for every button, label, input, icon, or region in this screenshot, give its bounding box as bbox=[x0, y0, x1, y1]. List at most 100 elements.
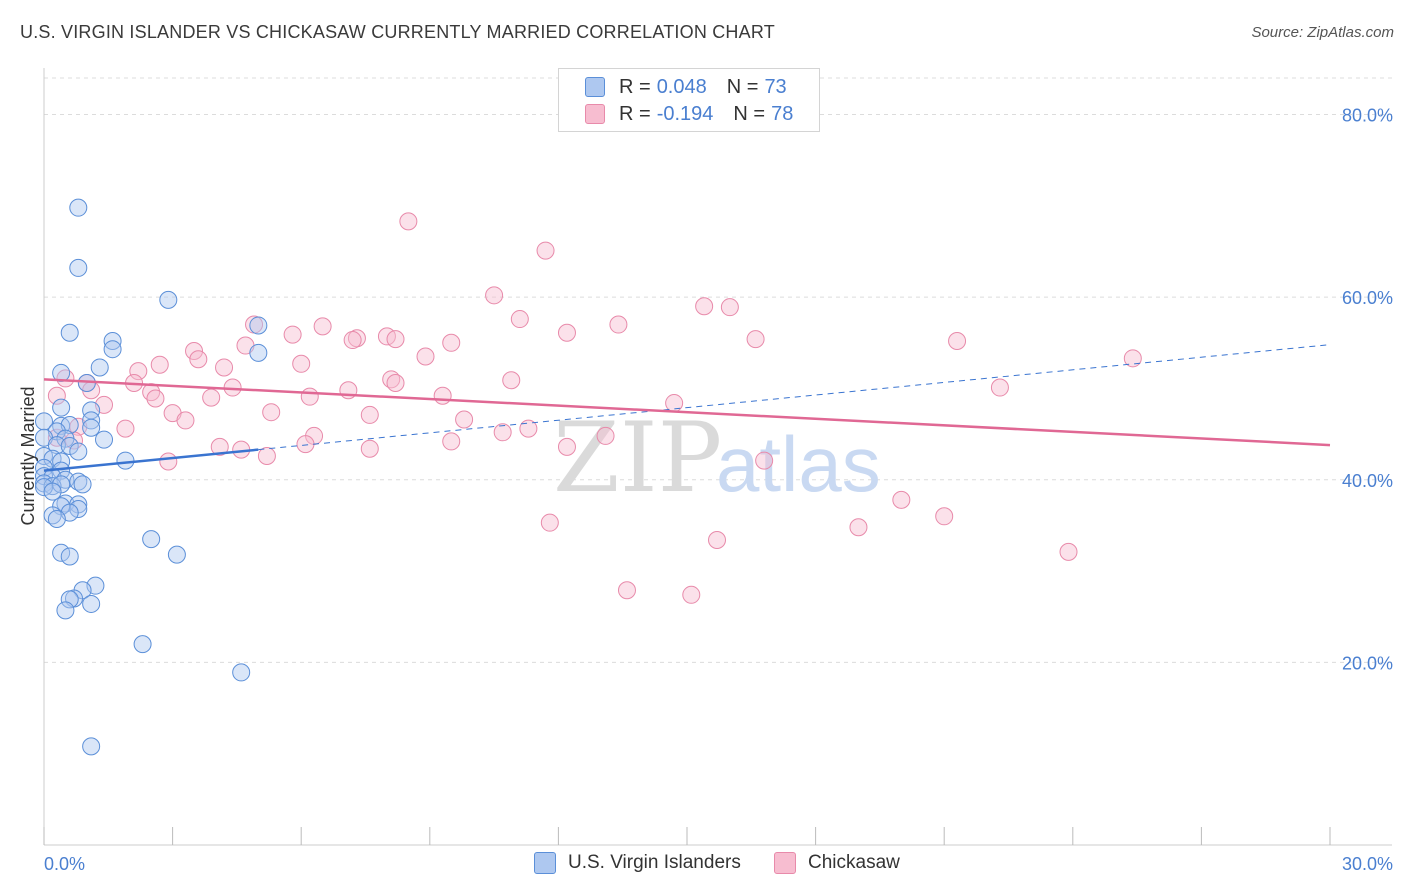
chickasaw-point bbox=[360, 439, 379, 458]
virgin-islanders-point bbox=[73, 475, 92, 494]
x-tick-label: 30.0% bbox=[1342, 854, 1393, 874]
chickasaw-point bbox=[442, 432, 461, 451]
chickasaw-point bbox=[360, 405, 379, 424]
chickasaw-point bbox=[682, 585, 701, 604]
chickasaw-point bbox=[146, 389, 165, 408]
chickasaw-point bbox=[892, 490, 911, 509]
legend-n-value: 78 bbox=[771, 102, 794, 125]
chickasaw-point bbox=[283, 325, 302, 344]
watermark-zip: ZIP bbox=[553, 402, 722, 514]
chickasaw-point bbox=[557, 437, 576, 456]
chickasaw-point bbox=[343, 331, 362, 350]
chickasaw-point bbox=[455, 410, 474, 429]
virgin-islanders-trend-extension bbox=[258, 344, 1331, 451]
chickasaw-point bbox=[313, 317, 332, 336]
legend-row-virgin-islanders: R = 0.048 N = 73 bbox=[585, 75, 787, 99]
virgin-islanders-point bbox=[232, 663, 251, 682]
legend-swatch-blue bbox=[585, 77, 605, 97]
legend-r-label: R = bbox=[619, 102, 651, 125]
virgin-islanders-point bbox=[82, 418, 101, 437]
chickasaw-point bbox=[990, 378, 1009, 397]
chickasaw-point bbox=[210, 437, 229, 456]
legend-swatch-pink bbox=[774, 852, 796, 874]
chickasaw-point bbox=[185, 342, 204, 361]
chickasaw-point bbox=[129, 362, 148, 381]
chickasaw-point bbox=[510, 310, 529, 329]
chickasaw-point bbox=[386, 373, 405, 392]
virgin-islanders-point bbox=[103, 340, 122, 359]
legend-r-value: 0.048 bbox=[656, 75, 707, 98]
x-tick-label: 0.0% bbox=[44, 854, 85, 874]
legend-label: U.S. Virgin Islanders bbox=[568, 852, 741, 873]
chickasaw-point bbox=[1059, 542, 1078, 561]
virgin-islanders-point bbox=[35, 412, 53, 431]
virgin-islanders-point bbox=[52, 543, 71, 562]
chickasaw-point bbox=[540, 513, 559, 532]
virgin-islanders-point bbox=[69, 198, 88, 217]
virgin-islanders-point bbox=[60, 590, 79, 609]
virgin-islanders-point bbox=[90, 358, 109, 377]
tick-labels: 20.0% 40.0% 60.0% 80.0% 0.0% 30.0% bbox=[44, 106, 1393, 874]
y-axis-label: Currently Married bbox=[18, 386, 38, 525]
watermark: ZIP atlas bbox=[553, 402, 881, 514]
chickasaw-point bbox=[536, 241, 555, 260]
chickasaw-point bbox=[399, 212, 418, 231]
chickasaw-point bbox=[176, 411, 195, 430]
chickasaw-point bbox=[720, 298, 739, 317]
virgin-islanders-point bbox=[249, 343, 268, 362]
y-tick-label: 80.0% bbox=[1342, 106, 1393, 126]
y-tick-label: 20.0% bbox=[1342, 653, 1393, 673]
chickasaw-point bbox=[609, 315, 628, 334]
chickasaw-point bbox=[116, 419, 135, 438]
trend-lines bbox=[43, 344, 1331, 472]
virgin-islanders-point bbox=[142, 530, 161, 549]
chickasaw-point bbox=[292, 354, 311, 373]
virgin-islanders-point bbox=[167, 545, 186, 564]
virgin-islanders-trend-line bbox=[43, 448, 259, 472]
legend-label: Chickasaw bbox=[808, 852, 900, 873]
chickasaw-point bbox=[695, 297, 714, 316]
virgin-islanders-point bbox=[69, 442, 88, 461]
virgin-islanders-point bbox=[35, 478, 53, 497]
legend-n-label: N = bbox=[726, 75, 759, 98]
virgin-islanders-point bbox=[56, 601, 75, 620]
virgin-islanders-point bbox=[69, 499, 88, 518]
stats-legend: R = 0.048 N = 73 R = -0.194 N = 78 bbox=[558, 68, 820, 132]
virgin-islanders-point bbox=[60, 436, 79, 455]
chickasaw-point bbox=[442, 333, 461, 352]
legend-n-label: N = bbox=[733, 102, 766, 125]
chickasaw-point bbox=[849, 518, 868, 537]
chickasaw-point bbox=[150, 355, 169, 374]
chickasaw-point bbox=[519, 419, 538, 438]
chickasaw-point bbox=[300, 387, 319, 406]
virgin-islanders-point bbox=[95, 430, 114, 449]
chickasaw-point bbox=[215, 358, 234, 377]
chickasaw-point bbox=[296, 435, 315, 454]
source-label: Source: ZipAtlas.com bbox=[1251, 24, 1394, 41]
gridlines bbox=[44, 77, 1392, 663]
y-tick-label: 40.0% bbox=[1342, 471, 1393, 491]
legend-row-chickasaw: R = -0.194 N = 78 bbox=[585, 102, 793, 126]
legend-r-label: R = bbox=[619, 75, 651, 98]
chickasaw-point bbox=[257, 447, 276, 466]
chickasaw-point bbox=[1123, 349, 1142, 368]
virgin-islanders-point bbox=[133, 635, 152, 654]
legend-item-chickasaw[interactable]: Chickasaw bbox=[774, 852, 900, 874]
chickasaw-point bbox=[935, 507, 954, 526]
chickasaw-point bbox=[596, 426, 615, 445]
chickasaw-point bbox=[746, 330, 765, 349]
virgin-islanders-point bbox=[116, 451, 135, 470]
chickasaw-point bbox=[617, 581, 636, 600]
series-legend: U.S. Virgin Islanders Chickasaw bbox=[0, 852, 1406, 878]
legend-item-virgin-islanders[interactable]: U.S. Virgin Islanders bbox=[534, 852, 741, 874]
virgin-islanders-point bbox=[159, 290, 178, 309]
chickasaw-point bbox=[433, 386, 452, 405]
chickasaw-point bbox=[485, 286, 504, 305]
chickasaw-point bbox=[262, 403, 281, 422]
chart-title: U.S. VIRGIN ISLANDER VS CHICKASAW CURREN… bbox=[20, 22, 775, 42]
chickasaw-point bbox=[493, 423, 512, 442]
chickasaw-point bbox=[47, 386, 66, 405]
chickasaw-point bbox=[755, 451, 774, 470]
chickasaw-point bbox=[159, 452, 178, 471]
